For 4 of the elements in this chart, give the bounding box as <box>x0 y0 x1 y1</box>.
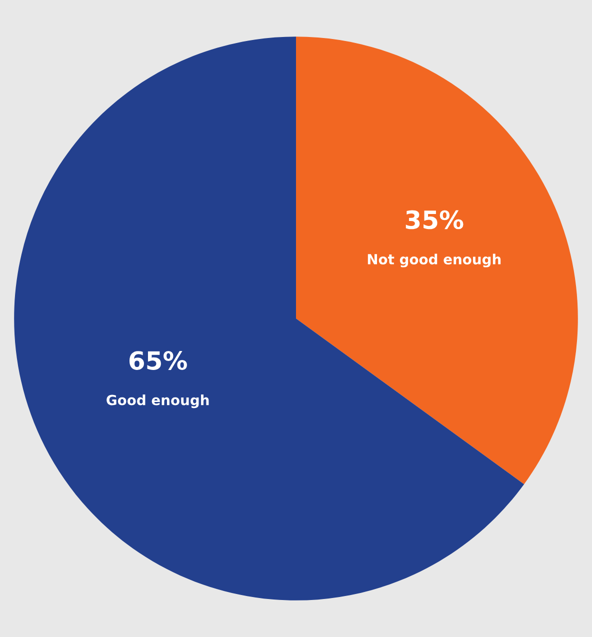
data-label: 35% <box>406 210 464 230</box>
slice-label: Good enough <box>106 394 209 408</box>
data-label: 65% <box>129 351 187 370</box>
slice-label: Not good enough <box>368 254 501 268</box>
